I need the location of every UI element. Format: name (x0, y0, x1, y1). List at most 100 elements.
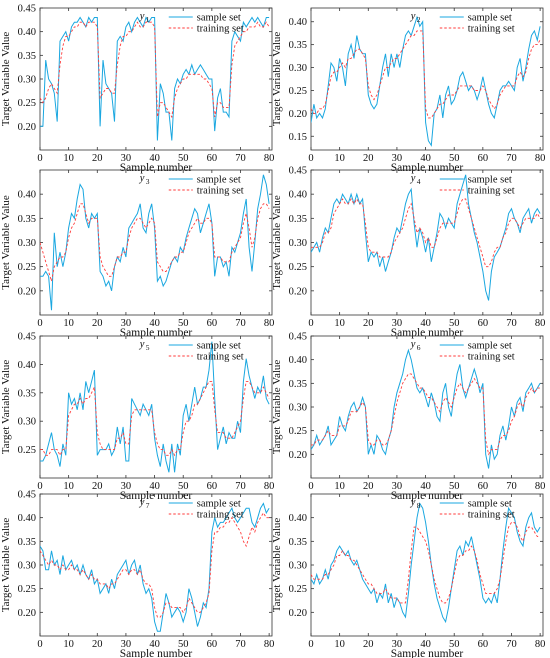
x-tick-label: 80 (535, 639, 546, 650)
series-line-sample-set (40, 16, 270, 141)
y-tick-label: 0.30 (289, 403, 307, 414)
y-tick-label: 0.40 (289, 17, 307, 28)
panel-label-subscript: 2 (417, 15, 421, 24)
y-axis-label: Target Variable Value (271, 518, 283, 613)
series-line-sample-set (311, 348, 541, 469)
y-tick-label: 0.25 (18, 98, 36, 109)
x-tick-label: 40 (149, 481, 160, 492)
panel-label: y (410, 497, 416, 508)
x-tick-label: 30 (121, 153, 132, 164)
legend-label: training set (197, 186, 244, 197)
x-tick-label: 60 (478, 481, 489, 492)
legend-label: training set (468, 352, 515, 363)
x-tick-label: 70 (235, 153, 246, 164)
series-line-training-set (40, 512, 270, 618)
y-tick-label: 0.25 (18, 445, 36, 456)
x-tick-label: 30 (392, 639, 403, 650)
x-tick-label: 60 (478, 639, 489, 650)
x-tick-label: 80 (264, 481, 275, 492)
legend-label: sample set (468, 499, 512, 510)
chart-panel-1: 0 10 20 30 40 50 60 70 80 0.20 0.25 0.30 0.35 0.40 0.4… (0, 4, 274, 175)
x-tick-label: 50 (449, 481, 460, 492)
y-tick-label: 0.40 (289, 513, 307, 524)
chart-panel-4: 0 10 20 30 40 50 60 70 80 0.20 0.25 0.30 0.35 0.40 0.4… (271, 166, 545, 340)
y-tick-label: 0.35 (18, 51, 36, 62)
y-tick-label: 0.15 (289, 132, 307, 143)
legend-label: sample set (197, 175, 241, 186)
legend-label: training set (197, 352, 244, 363)
x-axis-label: Sample number (120, 490, 193, 502)
y-tick-label: 0.35 (18, 537, 36, 548)
legend-label: sample set (197, 13, 241, 24)
x-tick-label: 10 (334, 639, 345, 650)
panel-label-subscript: 4 (417, 177, 421, 186)
y-tick-label: 0.35 (289, 379, 307, 390)
y-axis-label: Target Variable Value (0, 360, 12, 455)
x-tick-label: 0 (308, 639, 313, 650)
y-tick-label: 0.40 (18, 190, 36, 201)
y-tick-label: 0.35 (289, 537, 307, 548)
chart-panel-6: 0 10 20 30 40 50 60 70 80 0.20 0.25 0.30 0.35 0.40 0.4… (271, 332, 545, 503)
x-axis-label: Sample number (391, 648, 464, 658)
x-tick-label: 0 (308, 318, 313, 329)
legend-label: sample set (468, 13, 512, 24)
y-tick-label: 0.30 (289, 238, 307, 249)
y-tick-label: 0.30 (18, 238, 36, 249)
series-line-sample-set (40, 341, 270, 473)
y-tick-label: 0.40 (18, 27, 36, 38)
x-tick-label: 20 (363, 318, 374, 329)
x-tick-label: 10 (63, 639, 74, 650)
x-tick-label: 40 (420, 481, 431, 492)
series-line-training-set (40, 203, 270, 282)
x-tick-label: 20 (92, 318, 103, 329)
panel-label: y (139, 173, 145, 184)
x-tick-label: 70 (235, 318, 246, 329)
series-line-training-set (40, 380, 270, 457)
panel-label-subscript: 3 (146, 177, 150, 186)
y-axis-label: Target Variable Value (271, 360, 283, 455)
y-tick-label: 0.20 (18, 286, 36, 297)
series-line-sample-set (311, 15, 541, 147)
x-tick-label: 70 (235, 639, 246, 650)
legend-label: sample set (468, 341, 512, 352)
legend-label: sample set (197, 499, 241, 510)
x-tick-label: 60 (207, 318, 218, 329)
x-tick-label: 40 (149, 153, 160, 164)
x-tick-label: 10 (63, 318, 74, 329)
series-line-sample-set (40, 174, 270, 311)
y-tick-label: 0.30 (18, 417, 36, 428)
x-tick-label: 0 (37, 318, 42, 329)
plot-frame (310, 7, 544, 151)
x-tick-label: 0 (37, 153, 42, 164)
series-line-training-set (311, 198, 541, 268)
x-tick-label: 50 (178, 639, 189, 650)
x-tick-label: 10 (334, 481, 345, 492)
x-axis-label: Sample number (391, 162, 464, 174)
y-tick-label: 0.40 (289, 190, 307, 201)
y-tick-label: 0.30 (18, 75, 36, 86)
x-tick-label: 70 (506, 481, 517, 492)
x-axis-label: Sample number (120, 648, 193, 658)
panel-label: y (139, 11, 145, 22)
y-tick-label: 0.45 (18, 4, 36, 15)
y-tick-label: 0.45 (289, 332, 307, 343)
y-tick-label: 0.25 (18, 262, 36, 273)
y-tick-label: 0.25 (289, 584, 307, 595)
y-axis-label: Target Variable Value (0, 518, 12, 613)
y-tick-label: 0.20 (289, 608, 307, 619)
x-tick-label: 40 (420, 153, 431, 164)
panel-label-subscript: 5 (146, 343, 150, 352)
x-tick-label: 50 (178, 318, 189, 329)
x-tick-label: 60 (207, 639, 218, 650)
x-tick-label: 80 (535, 153, 546, 164)
x-tick-label: 20 (92, 639, 103, 650)
x-tick-label: 70 (506, 153, 517, 164)
y-tick-label: 0.30 (289, 63, 307, 74)
x-tick-label: 30 (392, 481, 403, 492)
y-tick-label: 0.40 (289, 355, 307, 366)
x-tick-label: 0 (308, 153, 313, 164)
x-tick-label: 30 (121, 318, 132, 329)
x-tick-label: 20 (363, 639, 374, 650)
x-tick-label: 50 (449, 153, 460, 164)
